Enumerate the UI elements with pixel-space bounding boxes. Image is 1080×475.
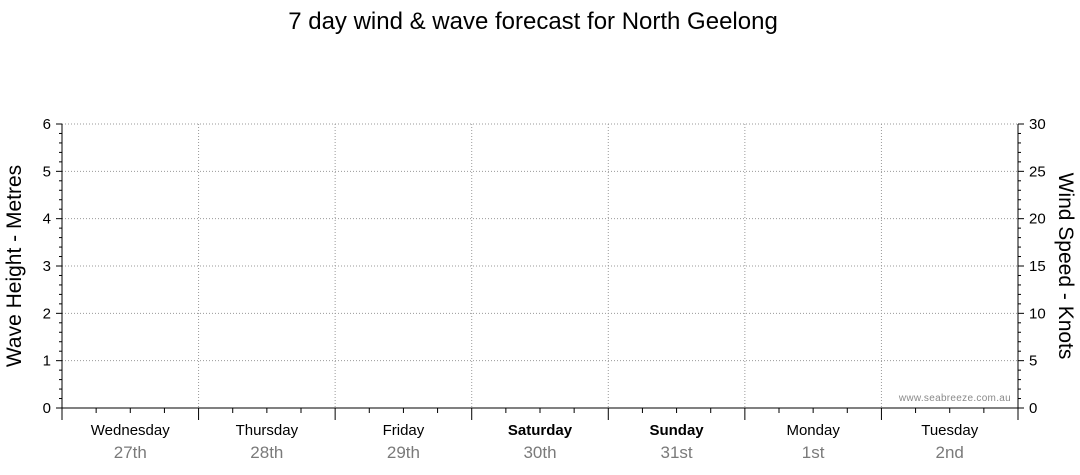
axes <box>56 123 1024 420</box>
right-tick-label: 20 <box>1029 211 1046 228</box>
day-name-label: Sunday <box>649 422 704 439</box>
chart-title: 7 day wind & wave forecast for North Gee… <box>288 8 778 35</box>
day-name-label: Tuesday <box>921 422 978 439</box>
right-tick-label: 15 <box>1029 258 1046 275</box>
day-name-label: Saturday <box>508 422 573 439</box>
day-date-label: 27th <box>114 443 147 462</box>
left-tick-label: 2 <box>43 305 51 322</box>
left-tick-label: 1 <box>43 353 51 370</box>
day-date-label: 2nd <box>936 443 964 462</box>
watermark: www.seabreeze.com.au <box>898 393 1011 404</box>
day-name-label: Friday <box>383 422 425 439</box>
day-name-label: Thursday <box>236 422 299 439</box>
day-date-label: 28th <box>250 443 283 462</box>
left-tick-label: 5 <box>43 163 51 180</box>
left-tick-label: 0 <box>43 400 51 417</box>
left-tick-label: 4 <box>43 211 51 228</box>
right-tick-label: 5 <box>1029 353 1037 370</box>
day-name-label: Wednesday <box>91 422 170 439</box>
day-date-label: 1st <box>802 443 825 462</box>
day-date-label: 30th <box>523 443 556 462</box>
day-date-label: 31st <box>661 443 693 462</box>
right-tick-label: 25 <box>1029 163 1046 180</box>
day-date-label: 29th <box>387 443 420 462</box>
day-name-label: Monday <box>786 422 840 439</box>
right-tick-label: 0 <box>1029 400 1037 417</box>
right-tick-label: 10 <box>1029 305 1046 322</box>
left-tick-label: 3 <box>43 258 51 275</box>
left-tick-label: 6 <box>43 116 51 133</box>
right-axis-title: Wind Speed - Knots <box>1054 173 1077 360</box>
left-axis-title: Wave Height - Metres <box>3 165 26 367</box>
axis-labels: 0 1 2 3 4 5 6 0 5 10 15 20 25 30 Wednesday 27th Thursday… <box>43 116 1046 462</box>
right-tick-label: 30 <box>1029 116 1046 133</box>
grid-lines <box>62 123 1018 408</box>
